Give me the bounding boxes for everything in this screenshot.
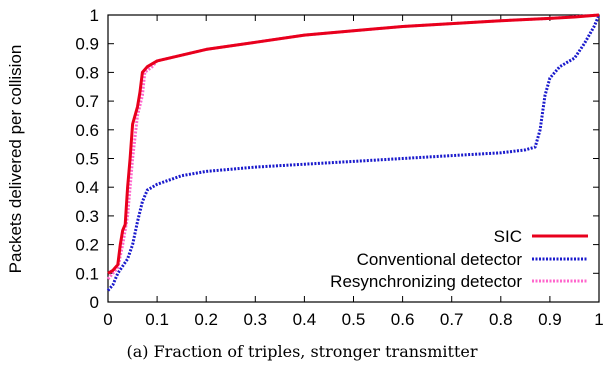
plot-frame	[107, 14, 600, 303]
y-tick-label: 0	[90, 293, 99, 312]
y-tick-label: 1	[90, 6, 99, 25]
x-tick-label: 0.9	[538, 310, 562, 329]
x-tick-label: 0.2	[194, 310, 218, 329]
legend-label-resynchronizing-detector: Resynchronizing detector	[330, 272, 522, 291]
series-line-conventional-detector	[106, 14, 601, 292]
y-tick-label: 0.4	[75, 178, 99, 197]
x-tick-label: 0.8	[489, 310, 513, 329]
y-tick-label: 0.5	[75, 150, 99, 169]
figure-caption: (a) Fraction of triples, stronger transm…	[126, 342, 478, 361]
x-tick-label: 0	[103, 310, 112, 329]
legend-label-conventional-detector: Conventional detector	[357, 250, 523, 269]
y-tick-label: 0.1	[75, 264, 99, 283]
y-tick-label: 0.2	[75, 236, 99, 255]
y-tick-label: 0.7	[75, 92, 99, 111]
y-tick-label: 0.9	[75, 35, 99, 54]
x-tick-label: 1	[594, 310, 603, 329]
y-tick-label: 0.8	[75, 63, 99, 82]
x-tick-label: 0.5	[342, 310, 366, 329]
x-tick-label: 0.6	[391, 310, 415, 329]
x-tick-label: 0.1	[145, 310, 169, 329]
y-tick-label: 0.3	[75, 207, 99, 226]
legend-label-sic: SIC	[494, 227, 522, 246]
y-tick-label: 0.6	[75, 121, 99, 140]
x-tick-label: 0.4	[293, 310, 317, 329]
series-line-sic	[107, 13, 600, 275]
x-tick-label: 0.3	[243, 310, 267, 329]
plot-area: 0 0.1 0.2 0.3 0.4 0.5 0.6 0.7 0.8 0.9 1 0 0.1 0.2 0.3 0…	[75, 6, 603, 329]
y-axis-label: Packets delivered per collision	[6, 45, 25, 274]
x-tick-label: 0.7	[440, 310, 464, 329]
